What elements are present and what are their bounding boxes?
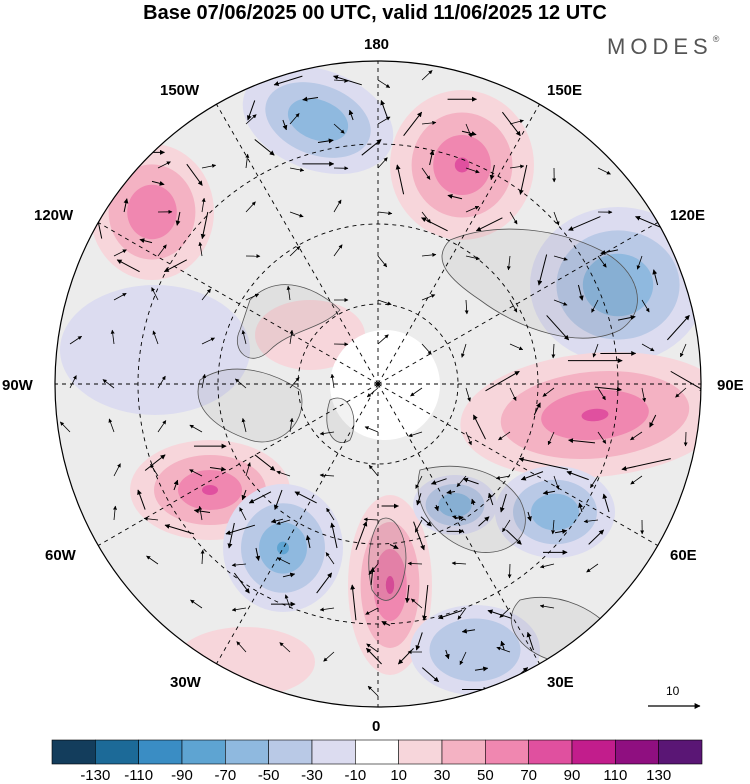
colorbar-swatch — [485, 740, 528, 764]
lon-label-60e: 60E — [670, 547, 697, 564]
colorbar-swatch — [442, 740, 485, 764]
lon-label-90w: 90W — [2, 377, 33, 394]
lon-label-150w: 150W — [160, 82, 199, 99]
anomaly-region — [430, 619, 521, 682]
colorbar-swatch — [182, 740, 225, 764]
wind-arrow — [704, 415, 716, 439]
lon-label-30w: 30W — [170, 674, 201, 691]
colorbar-tick-label: 50 — [477, 768, 494, 783]
colorbar-tick-label: -90 — [171, 768, 193, 783]
lon-label-180: 180 — [364, 36, 389, 53]
colorbar-tick-label: -10 — [344, 768, 366, 783]
anomaly-region — [455, 158, 469, 173]
colorbar-swatch — [225, 740, 268, 764]
lon-label-90e: 90E — [717, 377, 744, 394]
lon-label-150e: 150E — [547, 82, 582, 99]
colorbar-tick-label: 110 — [603, 768, 627, 783]
lon-label-0: 0 — [372, 718, 380, 735]
colorbar-swatch — [52, 740, 95, 764]
colorbar-tick-label: 10 — [390, 768, 407, 783]
colorbar-swatch — [615, 740, 658, 764]
colorbar-swatch — [659, 740, 702, 764]
colorbar-swatch — [355, 740, 398, 764]
lon-label-60w: 60W — [45, 547, 76, 564]
colorbar-tick-label: -70 — [214, 768, 236, 783]
colorbar-tick-label: 130 — [646, 768, 671, 783]
colorbar-tick-label: 70 — [520, 768, 537, 783]
anomaly-region — [531, 494, 579, 531]
wind-arrow — [509, 564, 510, 578]
colorbar-tick-label: -130 — [80, 768, 110, 783]
colorbar-tick-label: -110 — [124, 768, 153, 783]
colorbar-swatch — [399, 740, 442, 764]
colorbar-tick-label: -50 — [258, 768, 280, 783]
colorbar-swatch — [572, 740, 615, 764]
colorbar — [52, 740, 702, 764]
colorbar-tick-label: 90 — [564, 768, 581, 783]
anomaly-region — [196, 638, 294, 687]
colorbar-swatch — [269, 740, 312, 764]
colorbar-tick-label: 30 — [434, 768, 451, 783]
colorbar-swatch — [95, 740, 138, 764]
reference-vector-label: 10 — [666, 684, 679, 698]
colorbar-swatch — [139, 740, 182, 764]
wind-arrow — [102, 164, 118, 185]
lon-label-120e: 120E — [670, 207, 705, 224]
lon-label-120w: 120W — [34, 207, 73, 224]
wind-arrow — [689, 254, 697, 285]
lon-label-30e: 30E — [547, 674, 574, 691]
colorbar-tick-label: -30 — [301, 768, 323, 783]
anomaly-region — [277, 542, 289, 555]
colorbar-swatch — [529, 740, 572, 764]
anomaly-region — [202, 485, 218, 495]
colorbar-swatch — [312, 740, 355, 764]
